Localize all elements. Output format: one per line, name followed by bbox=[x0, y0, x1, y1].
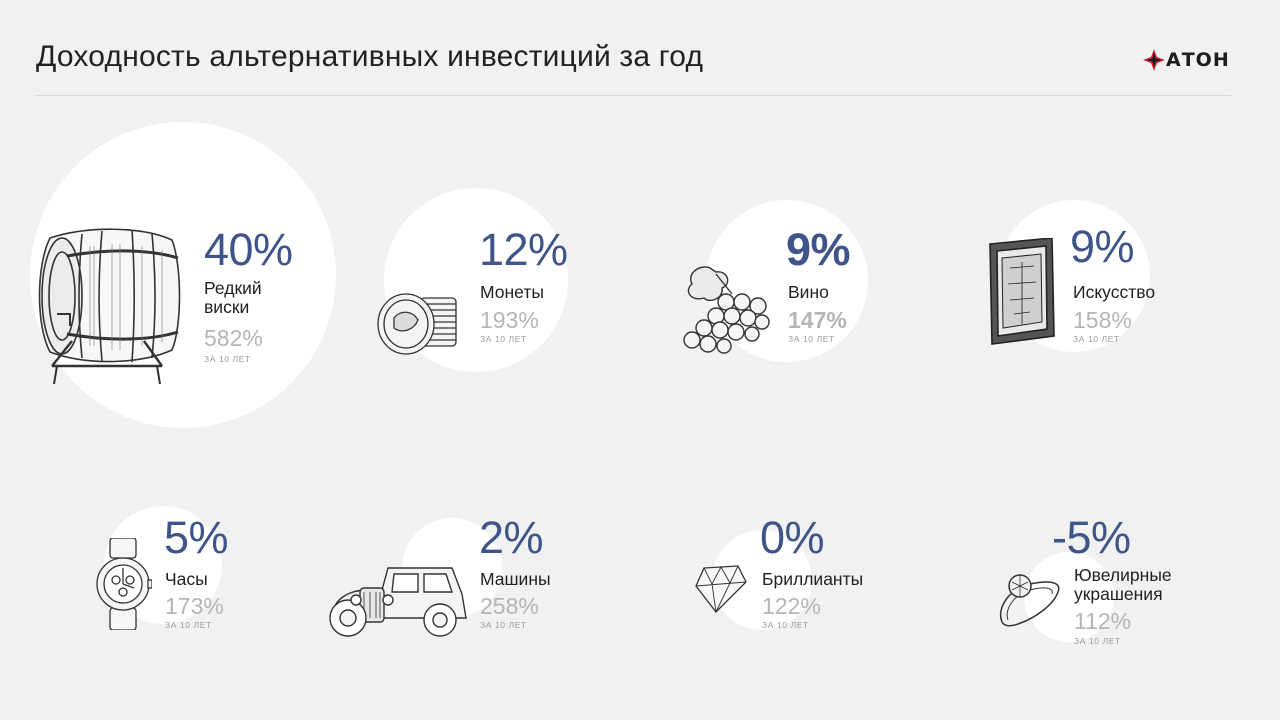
whisky-note: ЗА 10 ЛЕТ bbox=[204, 354, 251, 364]
whisky-ten-year: 582% bbox=[204, 325, 263, 351]
ring-icon bbox=[999, 574, 1060, 627]
jewelry-circle bbox=[1024, 552, 1114, 642]
diamonds-label: Бриллианты bbox=[762, 569, 864, 589]
wine-label: Вино bbox=[788, 282, 829, 302]
coins-percent: 12% bbox=[479, 224, 568, 275]
coins-ten-year: 193% bbox=[480, 307, 539, 333]
coins-note: ЗА 10 ЛЕТ bbox=[480, 334, 527, 344]
watches-ten-year: 173% bbox=[165, 593, 224, 619]
page-title: Доходность альтернативных инвестиций за … bbox=[36, 40, 704, 73]
art-note: ЗА 10 ЛЕТ bbox=[1073, 334, 1120, 344]
wine-note: ЗА 10 ЛЕТ bbox=[788, 334, 835, 344]
barrel-icon bbox=[38, 228, 181, 385]
cars-percent: 2% bbox=[479, 512, 544, 563]
diamond-icon bbox=[695, 565, 747, 613]
art-label: Искусство bbox=[1073, 282, 1156, 302]
watches-label: Часы bbox=[165, 569, 208, 589]
grapes-icon bbox=[683, 266, 770, 354]
whisky-percent: 40% bbox=[204, 224, 293, 275]
jewelry-percent: -5% bbox=[1052, 512, 1131, 563]
coins-icon bbox=[377, 293, 457, 355]
diamonds-ten-year: 122% bbox=[762, 593, 821, 619]
painting-icon bbox=[989, 238, 1055, 345]
watch-icon bbox=[96, 538, 152, 630]
diamonds-percent: 0% bbox=[760, 512, 825, 563]
art-ten-year: 158% bbox=[1073, 307, 1132, 333]
cars-ten-year: 258% bbox=[480, 593, 539, 619]
cars-note: ЗА 10 ЛЕТ bbox=[480, 620, 527, 630]
whisky-label-line1: Редкий bbox=[204, 278, 262, 298]
jewelry-label-line1: Ювелирные bbox=[1074, 565, 1172, 585]
jewelry-note: ЗА 10 ЛЕТ bbox=[1074, 636, 1121, 646]
car-icon bbox=[329, 567, 467, 637]
cars-label: Машины bbox=[480, 569, 551, 589]
logo-text: АТОН bbox=[1166, 49, 1230, 71]
header-divider bbox=[36, 95, 1231, 96]
coins-label: Монеты bbox=[480, 282, 544, 302]
art-percent: 9% bbox=[1070, 221, 1135, 272]
wine-ten-year: 147% bbox=[788, 307, 847, 333]
diamonds-note: ЗА 10 ЛЕТ bbox=[762, 620, 809, 630]
aton-logo-icon bbox=[1143, 49, 1165, 71]
watches-note: ЗА 10 ЛЕТ bbox=[165, 620, 212, 630]
aton-logo: АТОН bbox=[1143, 46, 1230, 74]
watches-percent: 5% bbox=[164, 512, 229, 563]
wine-percent: 9% bbox=[786, 224, 851, 275]
whisky-label-line2: виски bbox=[204, 297, 250, 317]
jewelry-ten-year: 112% bbox=[1074, 608, 1132, 634]
jewelry-label-line2: украшения bbox=[1074, 584, 1163, 604]
